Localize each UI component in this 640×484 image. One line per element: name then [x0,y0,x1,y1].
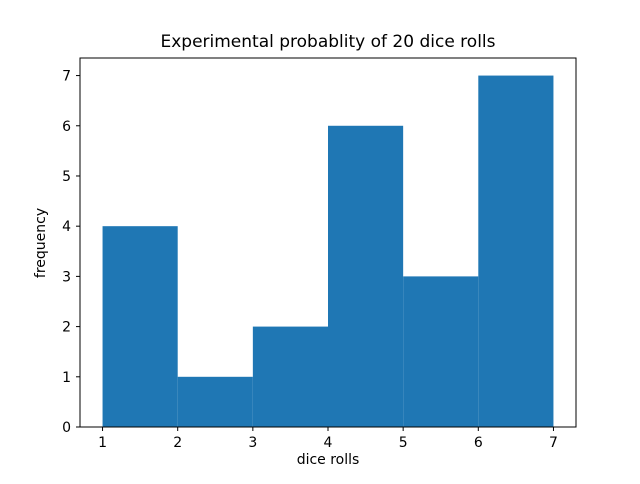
y-axis-ticks: 0 1 2 3 4 5 6 7 [62,69,80,436]
y-tick-label: 0 [62,420,71,436]
x-axis-label: dice rolls [297,452,360,468]
y-tick-label: 1 [62,370,71,386]
y-tick-label: 3 [62,269,71,285]
y-tick-label: 7 [62,69,71,85]
x-tick-label: 2 [173,435,182,451]
histogram-bar [102,226,178,427]
x-axis-ticks: 1 2 3 4 5 6 7 [98,427,558,451]
x-tick-label: 3 [248,435,257,451]
x-tick-label: 6 [474,435,483,451]
x-tick-label: 4 [324,435,333,451]
y-tick-label: 6 [62,119,71,135]
histogram-bars [102,75,554,427]
histogram-bar [478,75,554,427]
y-axis-label: frequency [33,208,49,278]
histogram-bar [403,276,479,427]
histogram-bar [252,326,328,427]
histogram-bar [177,376,253,427]
x-tick-label: 5 [399,435,408,451]
y-tick-label: 5 [62,169,71,185]
histogram-bar [328,125,404,427]
y-tick-label: 2 [62,320,71,336]
y-tick-label: 4 [62,219,71,235]
x-tick-label: 7 [549,435,558,451]
x-tick-label: 1 [98,435,107,451]
chart-title: Experimental probablity of 20 dice rolls [160,32,495,52]
